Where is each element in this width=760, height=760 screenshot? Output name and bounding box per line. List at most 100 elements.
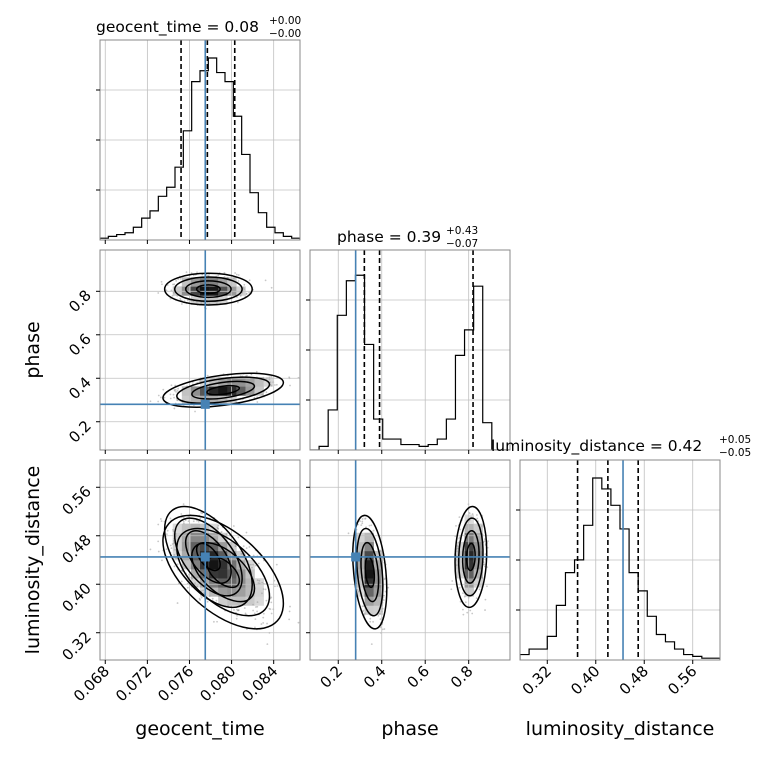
sample-point-geocent-time-luminosity-distance-2300 — [262, 622, 265, 624]
sample-point-geocent-time-phase-512 — [172, 291, 175, 294]
sample-point-phase-luminosity-distance-2262 — [463, 595, 466, 598]
x-axis-label-luminosity-distance: luminosity_distance — [526, 718, 715, 740]
density-cell-phase-luminosity-distance-16-11 — [455, 550, 465, 561]
contour-geocent-time-phase-mode1-level2 — [176, 376, 271, 405]
density-cell-geocent-time-luminosity-distance-16-8 — [245, 578, 255, 588]
sample-point-geocent-time-luminosity-distance-1508 — [180, 513, 183, 515]
sample-point-geocent-time-luminosity-distance-144 — [159, 518, 162, 520]
sample-point-geocent-time-luminosity-distance-946 — [208, 595, 211, 597]
sample-point-phase-luminosity-distance-1114 — [360, 524, 363, 527]
sample-point-phase-luminosity-distance-180 — [372, 620, 374, 623]
sample-point-phase-luminosity-distance-2530 — [370, 524, 373, 527]
sample-point-geocent-time-luminosity-distance-1502 — [257, 562, 260, 565]
sample-point-phase-luminosity-distance-1320 — [462, 608, 464, 611]
sample-point-geocent-time-luminosity-distance-146 — [157, 540, 160, 543]
sample-point-geocent-time-luminosity-distance-684 — [157, 550, 160, 553]
sample-point-phase-luminosity-distance-566 — [377, 614, 380, 617]
sample-point-geocent-time-luminosity-distance-1998 — [250, 563, 252, 566]
sample-point-phase-luminosity-distance-1802 — [476, 514, 478, 516]
title-luminosity-distance: luminosity_distance = 0.42 — [491, 437, 702, 456]
sample-point-geocent-time-phase-1660 — [177, 278, 180, 281]
sample-point-geocent-time-phase-446 — [174, 384, 177, 387]
sample-point-geocent-time-luminosity-distance-446 — [174, 548, 177, 551]
density-cell-geocent-time-luminosity-distance-17-7 — [254, 587, 264, 597]
sample-point-geocent-time-phase-2586 — [274, 384, 276, 386]
sample-point-geocent-time-phase-1096 — [232, 277, 235, 280]
sample-point-geocent-time-phase-1792 — [171, 294, 174, 297]
density-cell-phase-luminosity-distance-5-10 — [355, 560, 365, 570]
sample-point-geocent-time-phase-1322 — [223, 271, 226, 274]
sample-point-phase-luminosity-distance-2136 — [363, 613, 366, 616]
density-cell-phase-luminosity-distance-6-9 — [364, 569, 374, 579]
sample-point-geocent-time-luminosity-distance-986 — [254, 564, 257, 567]
sample-point-phase-luminosity-distance-1214 — [382, 599, 385, 601]
sample-point-phase-luminosity-distance-1688 — [458, 516, 461, 519]
density-cell-geocent-time-luminosity-distance-13-9 — [218, 569, 228, 579]
density-cell-geocent-time-phase-10-6 — [190, 386, 201, 396]
sample-point-geocent-time-luminosity-distance-148 — [203, 592, 205, 595]
sample-point-geocent-time-luminosity-distance-290 — [256, 579, 259, 582]
density-cell-geocent-time-luminosity-distance-9-14 — [181, 523, 192, 534]
sample-point-phase-luminosity-distance-2466 — [475, 597, 478, 600]
sample-point-geocent-time-phase-2528 — [170, 289, 173, 292]
sample-point-geocent-time-luminosity-distance-1888 — [160, 520, 163, 523]
sample-point-phase-luminosity-distance-1288 — [381, 607, 384, 610]
sample-point-geocent-time-luminosity-distance-2534 — [196, 519, 198, 522]
sample-point-phase-luminosity-distance-148 — [462, 592, 464, 595]
density-cell-phase-luminosity-distance-5-12 — [355, 541, 365, 552]
sample-point-geocent-time-luminosity-distance-848 — [235, 617, 238, 620]
density-cell-geocent-time-phase-12-18 — [209, 277, 219, 287]
sample-point-phase-luminosity-distance-2492 — [458, 586, 461, 589]
title-geocent-time-sup: +0.00 — [269, 15, 301, 27]
sample-point-geocent-time-phase-326 — [206, 374, 209, 377]
sample-point-geocent-time-phase-1906 — [169, 397, 172, 400]
density-cell-phase-luminosity-distance-5-8 — [355, 578, 365, 588]
sample-point-geocent-time-luminosity-distance-2304 — [191, 577, 193, 580]
density-cell-geocent-time-phase-12-5 — [209, 395, 219, 405]
density-cell-phase-luminosity-distance-17-9 — [464, 569, 474, 579]
contour-geocent-time-luminosity-distance-mode1-level2 — [176, 527, 271, 617]
density-cell-geocent-time-phase-9-5 — [181, 395, 192, 405]
sample-point-geocent-time-phase-1884 — [170, 384, 173, 387]
sample-point-geocent-time-luminosity-distance-1018 — [225, 533, 228, 536]
density-cell-geocent-time-luminosity-distance-17-6 — [254, 596, 264, 606]
sample-point-geocent-time-luminosity-distance-2190 — [233, 609, 235, 611]
sample-point-phase-luminosity-distance-840 — [455, 559, 458, 561]
sample-point-geocent-time-phase-0 — [161, 283, 163, 286]
density-cell-phase-luminosity-distance-6-6 — [364, 596, 374, 606]
sample-point-geocent-time-luminosity-distance-2256 — [206, 600, 209, 603]
sample-point-geocent-time-phase-720 — [175, 279, 178, 282]
contour-phase-luminosity-distance-mode1-level2 — [355, 527, 384, 617]
sample-point-geocent-time-phase-378 — [289, 384, 291, 387]
title-luminosity-distance-sub: −0.05 — [719, 447, 751, 459]
title-geocent-time: geocent_time = 0.08 — [96, 18, 259, 37]
density-cell-geocent-time-luminosity-distance-10-11 — [190, 550, 201, 561]
sample-point-geocent-time-phase-2492 — [186, 299, 189, 302]
density-cell-phase-luminosity-distance-18-14 — [473, 523, 484, 534]
sample-point-geocent-time-luminosity-distance-152 — [174, 557, 177, 560]
sample-point-geocent-time-phase-684 — [157, 394, 160, 397]
sample-point-geocent-time-phase-1228 — [172, 393, 175, 396]
sample-point-geocent-time-luminosity-distance-1174 — [149, 548, 152, 551]
sample-point-geocent-time-luminosity-distance-0 — [161, 559, 163, 562]
sample-point-geocent-time-luminosity-distance-2280 — [166, 529, 169, 532]
sample-point-geocent-time-luminosity-distance-842 — [254, 626, 256, 629]
sample-point-geocent-time-luminosity-distance-662 — [184, 519, 187, 522]
density-cell-geocent-time-luminosity-distance-10-13 — [190, 532, 201, 543]
sample-point-geocent-time-phase-872 — [172, 283, 174, 286]
density-cell-geocent-time-luminosity-distance-12-8 — [209, 578, 219, 588]
density-cell-phase-luminosity-distance-6-11 — [364, 550, 374, 561]
sample-point-phase-luminosity-distance-1096 — [480, 525, 483, 527]
density-cell-phase-luminosity-distance-17-7 — [464, 587, 474, 597]
x-axis-label-phase: phase — [381, 718, 438, 740]
sample-point-geocent-time-phase-1836 — [275, 383, 278, 386]
density-cell-geocent-time-luminosity-distance-13-6 — [218, 596, 228, 606]
sample-point-phase-luminosity-distance-1576 — [455, 564, 458, 567]
density-cell-geocent-time-luminosity-distance-15-10 — [236, 560, 246, 570]
density-cell-geocent-time-luminosity-distance-9-10 — [181, 560, 192, 570]
sample-point-geocent-time-luminosity-distance-1728 — [248, 546, 251, 548]
contour-geocent-time-phase-mode0-level3 — [163, 272, 253, 306]
sample-point-phase-luminosity-distance-1920 — [379, 618, 382, 620]
sample-point-phase-luminosity-distance-1550 — [466, 611, 469, 614]
contour-phase-luminosity-distance-mode1-level3 — [352, 514, 388, 630]
